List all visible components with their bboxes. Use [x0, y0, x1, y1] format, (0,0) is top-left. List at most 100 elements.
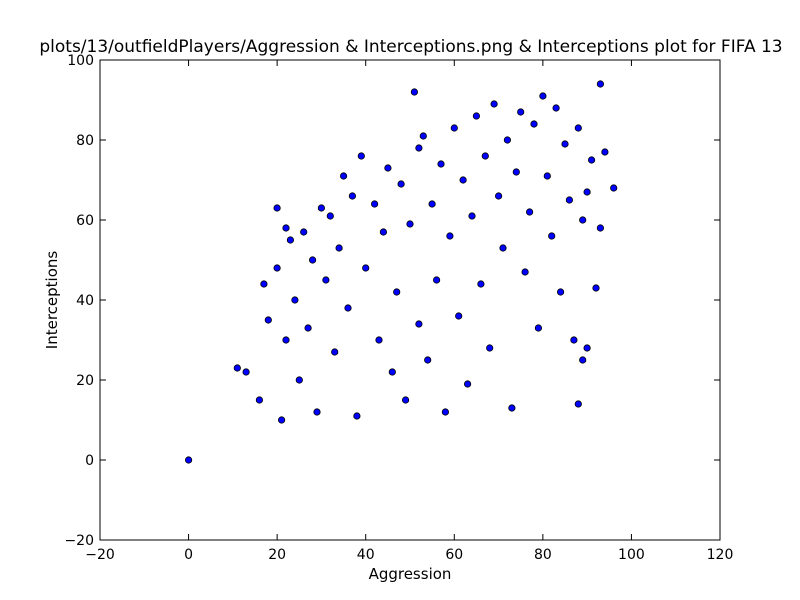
data-point — [503, 136, 511, 144]
data-point — [410, 88, 418, 96]
x-tick-label: 40 — [357, 547, 375, 563]
data-point — [326, 212, 334, 220]
x-axis-label: Aggression — [369, 565, 452, 583]
data-point — [446, 232, 454, 240]
data-point — [353, 412, 361, 420]
y-axis-label: Interceptions — [43, 251, 61, 350]
data-point — [579, 216, 587, 224]
y-tick-label: 20 — [76, 373, 94, 389]
data-point — [242, 368, 250, 376]
data-point — [534, 324, 543, 332]
data-point — [481, 152, 489, 160]
data-point — [432, 276, 441, 284]
y-axis-ticks: −20 0 20 40 60 80 100 — [64, 53, 720, 549]
data-point — [428, 200, 436, 208]
data-point — [552, 104, 560, 112]
data-point — [282, 224, 290, 232]
data-point — [233, 364, 241, 372]
data-point — [587, 156, 596, 164]
data-point — [574, 124, 582, 132]
x-tick-label: 120 — [707, 547, 734, 563]
data-point — [486, 344, 494, 352]
data-point — [459, 176, 467, 184]
data-point — [384, 164, 392, 172]
x-tick-label: 60 — [445, 547, 463, 563]
data-point — [339, 172, 348, 180]
data-point — [424, 356, 432, 364]
data-point — [583, 344, 591, 352]
data-point — [530, 120, 538, 128]
data-point — [583, 188, 591, 196]
data-point — [313, 408, 321, 416]
x-tick-label: 100 — [618, 547, 645, 563]
data-point — [596, 224, 605, 232]
data-point — [277, 416, 286, 424]
data-point — [579, 356, 587, 364]
data-point — [450, 124, 458, 132]
data-point — [260, 280, 268, 288]
data-point — [477, 280, 485, 288]
y-tick-label: 60 — [76, 213, 94, 229]
data-point — [322, 276, 330, 284]
data-point — [539, 92, 547, 100]
data-point — [415, 144, 423, 152]
data-point — [463, 380, 472, 388]
data-point — [472, 112, 480, 120]
data-point — [592, 284, 600, 292]
data-point — [499, 244, 507, 252]
data-point — [317, 204, 325, 212]
x-tick-label: 80 — [534, 547, 552, 563]
data-point — [543, 172, 551, 180]
data-point — [300, 228, 308, 236]
data-point — [601, 148, 609, 156]
data-point — [335, 244, 343, 252]
data-point — [362, 264, 370, 272]
x-tick-label: 20 — [268, 547, 286, 563]
y-tick-label: 100 — [67, 53, 94, 69]
data-point — [397, 180, 405, 188]
data-point — [455, 312, 463, 320]
data-point — [565, 196, 574, 204]
data-point — [379, 228, 387, 236]
data-point — [437, 160, 445, 168]
data-point — [286, 236, 294, 244]
data-point — [264, 316, 272, 324]
data-point — [388, 368, 396, 376]
y-tick-label: 40 — [76, 293, 94, 309]
data-point — [574, 400, 582, 408]
data-point — [185, 456, 193, 464]
data-point — [517, 108, 525, 116]
data-point — [393, 288, 401, 296]
data-point — [512, 168, 520, 176]
data-point — [548, 232, 556, 240]
y-tick-label: 80 — [76, 133, 94, 149]
data-point — [273, 264, 281, 272]
data-point — [525, 208, 534, 216]
data-point — [406, 220, 414, 228]
data-point — [375, 336, 383, 344]
data-point — [331, 348, 339, 356]
data-point — [344, 304, 352, 312]
data-point — [441, 408, 449, 416]
data-point — [570, 336, 578, 344]
data-point — [357, 152, 365, 160]
data-point — [295, 376, 303, 384]
data-point — [401, 396, 410, 404]
y-tick-label: 0 — [85, 453, 94, 469]
data-point — [556, 288, 565, 296]
data-point — [468, 212, 476, 220]
data-point — [490, 100, 498, 108]
data-point — [291, 296, 299, 304]
plot-frame — [99, 59, 721, 541]
data-point — [419, 132, 427, 140]
y-tick-label: −20 — [64, 533, 94, 549]
data-point — [561, 140, 569, 148]
data-point — [596, 80, 605, 88]
data-point — [508, 404, 516, 412]
data-point — [304, 324, 312, 332]
plot-points — [185, 80, 618, 464]
data-point — [348, 192, 356, 200]
x-axis-ticks: −20 0 20 40 60 80 100 120 — [85, 60, 733, 563]
x-tick-label: −20 — [85, 547, 115, 563]
